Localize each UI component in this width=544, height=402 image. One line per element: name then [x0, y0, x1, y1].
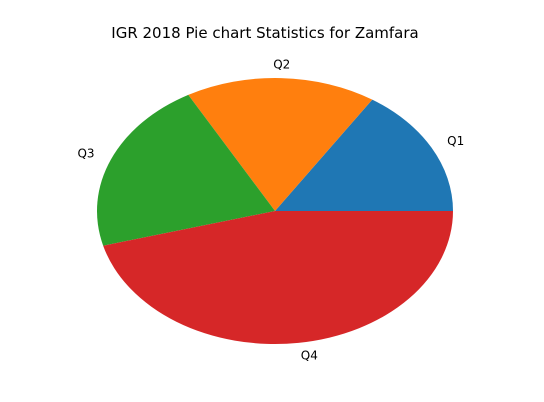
pie-slice-q2 [188, 78, 373, 212]
chart-title: IGR 2018 Pie chart Statistics for Zamfar… [111, 24, 418, 42]
slice-label-q3: Q3 [77, 147, 94, 161]
pie-slices [97, 78, 453, 344]
slice-label-q1: Q1 [447, 134, 464, 148]
pie-slice-q3 [97, 94, 275, 246]
slice-label-q4: Q4 [301, 349, 318, 363]
slice-label-q2: Q2 [273, 57, 290, 71]
pie-slice-q4 [103, 211, 453, 344]
pie-slice-q1 [275, 99, 453, 211]
pie-labels: Q1 Q2 Q3 Q4 [77, 57, 464, 362]
